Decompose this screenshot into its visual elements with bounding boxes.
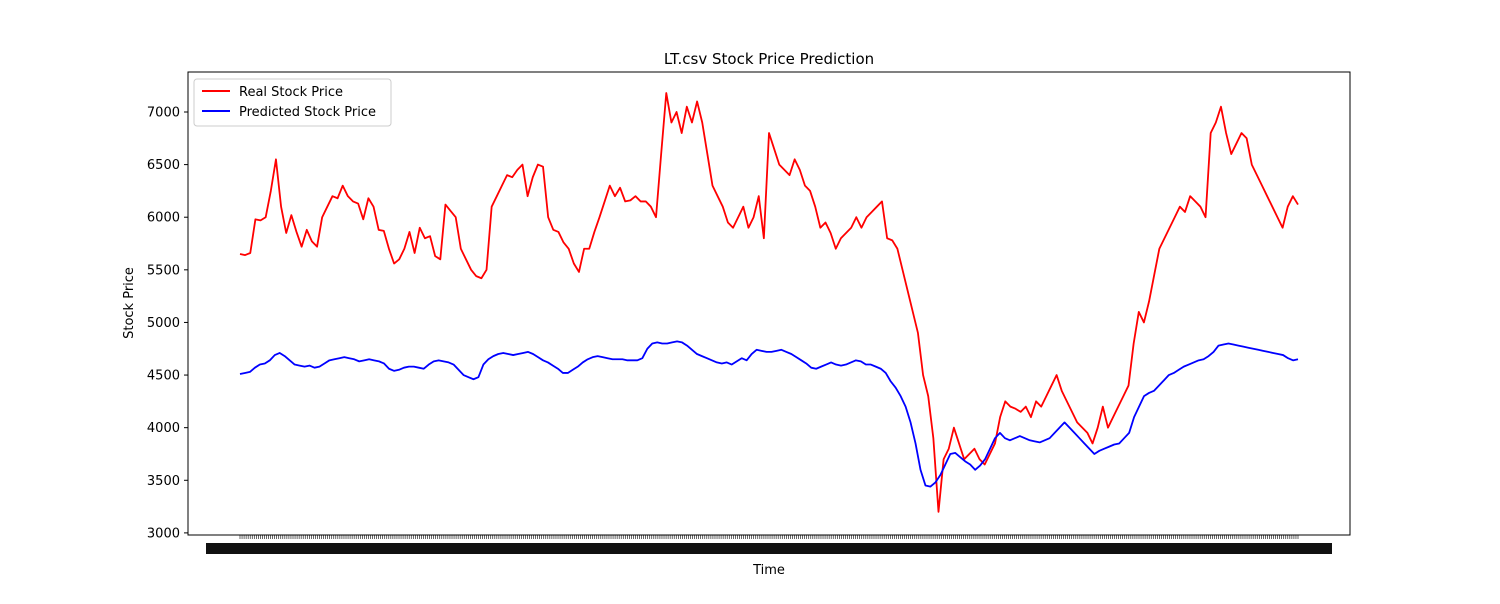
y-tick-label: 4500: [147, 369, 180, 384]
legend-label-real: Real Stock Price: [239, 85, 343, 100]
series-layer: [239, 92, 1299, 513]
legend-label-predicted: Predicted Stock Price: [239, 105, 376, 120]
x-axis-ticks: [206, 535, 1332, 554]
y-tick-label: 6500: [147, 158, 180, 173]
y-tick-label: 5000: [147, 316, 180, 331]
plot-frame: [187, 71, 1351, 536]
y-tick-label: 5500: [147, 263, 180, 278]
y-tick-label: 6000: [147, 211, 180, 226]
y-tick-label: 7000: [147, 105, 180, 120]
y-tick-label: 3000: [147, 526, 180, 541]
x-axis-label: Time: [752, 563, 785, 578]
series-line-predicted: [239, 340, 1299, 488]
x-tick-label-overlap: [206, 543, 1332, 554]
y-axis-ticks: 3000 3500 4000 4500 5000 5500 6000 6500 7000: [147, 105, 188, 541]
chart-title: LT.csv Stock Price Prediction: [664, 50, 874, 68]
legend-box: [193, 78, 392, 127]
y-tick-label: 4000: [147, 421, 180, 436]
y-axis-label: Stock Price: [122, 267, 137, 339]
y-tick-label: 3500: [147, 474, 180, 489]
series-line-real: [239, 92, 1299, 513]
legend: Real Stock Price Predicted Stock Price: [193, 78, 392, 127]
